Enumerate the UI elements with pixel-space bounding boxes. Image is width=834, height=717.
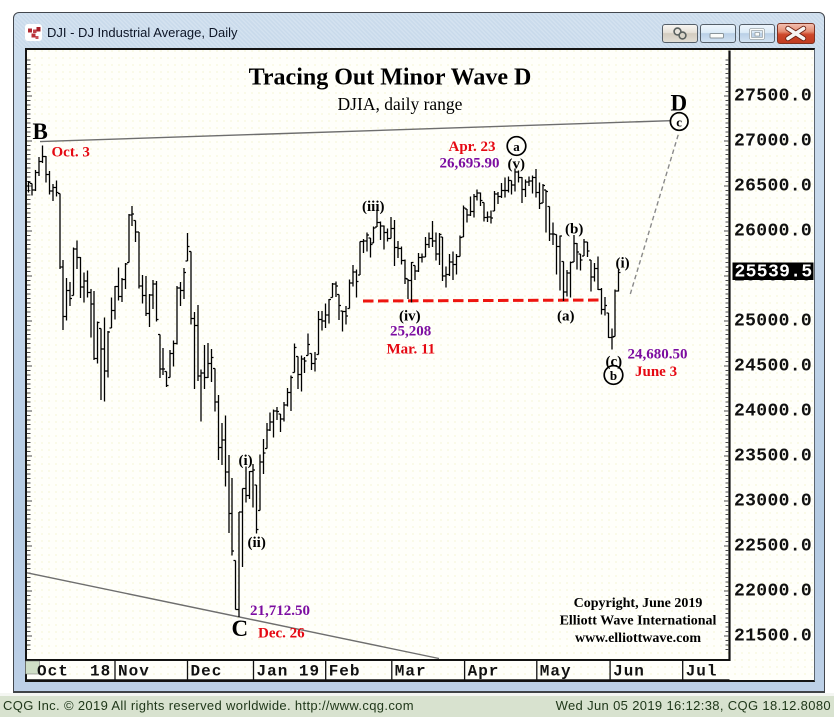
- svg-text:Jul: Jul: [686, 663, 718, 681]
- svg-text:21500.0: 21500.0: [734, 626, 812, 646]
- svg-text:Feb: Feb: [329, 663, 361, 681]
- svg-text:(iv): (iv): [399, 309, 421, 325]
- svg-text:Mar. 11: Mar. 11: [387, 342, 436, 358]
- svg-text:27000.0: 27000.0: [734, 131, 812, 151]
- svg-text:Dec. 26: Dec. 26: [258, 626, 305, 642]
- svg-text:26,695.90: 26,695.90: [440, 156, 500, 172]
- svg-text:Nov: Nov: [118, 663, 150, 681]
- svg-text:c: c: [676, 115, 682, 130]
- svg-text:24,680.50: 24,680.50: [628, 347, 688, 363]
- svg-text:26000.0: 26000.0: [734, 221, 812, 241]
- svg-text:27500.0: 27500.0: [734, 86, 812, 106]
- svg-text:Jan 19: Jan 19: [257, 663, 321, 681]
- svg-text:23500.0: 23500.0: [734, 446, 812, 466]
- svg-text:Elliott Wave International: Elliott Wave International: [560, 614, 717, 629]
- svg-text:26500.0: 26500.0: [734, 176, 812, 196]
- svg-text:D: D: [671, 91, 688, 116]
- svg-text:Apr: Apr: [468, 663, 500, 681]
- svg-text:a: a: [513, 139, 520, 154]
- svg-text:24500.0: 24500.0: [734, 356, 812, 376]
- svg-text:22500.0: 22500.0: [734, 536, 812, 556]
- svg-text:C: C: [232, 616, 249, 641]
- svg-text:Oct 18: Oct 18: [37, 663, 111, 681]
- svg-text:DJIA, daily range: DJIA, daily range: [338, 94, 463, 114]
- svg-text:Mar: Mar: [395, 663, 427, 681]
- svg-text:June 3: June 3: [635, 364, 677, 380]
- svg-text:21,712.50: 21,712.50: [250, 603, 310, 619]
- svg-text:www.elliottwave.com: www.elliottwave.com: [575, 631, 701, 646]
- svg-text:(b): (b): [565, 222, 583, 238]
- svg-text:(i): (i): [239, 453, 253, 469]
- svg-text:B: B: [33, 119, 48, 144]
- svg-text:Copyright, June 2019: Copyright, June 2019: [574, 596, 703, 611]
- svg-text:Tracing Out Minor Wave D: Tracing Out Minor Wave D: [249, 65, 532, 91]
- svg-text:b: b: [610, 368, 617, 383]
- svg-text:25,208: 25,208: [390, 324, 431, 340]
- svg-text:25539.5: 25539.5: [735, 263, 813, 283]
- svg-text:Dec: Dec: [191, 663, 223, 681]
- svg-text:Apr. 23: Apr. 23: [449, 139, 496, 155]
- svg-text:22000.0: 22000.0: [734, 581, 812, 601]
- svg-text:May: May: [540, 663, 572, 681]
- svg-text:(i): (i): [616, 256, 630, 272]
- svg-text:(iii): (iii): [362, 199, 385, 215]
- svg-text:(a): (a): [557, 309, 575, 325]
- svg-text:23000.0: 23000.0: [734, 491, 812, 511]
- svg-text:Jun: Jun: [613, 663, 645, 681]
- svg-text:25000.0: 25000.0: [734, 311, 812, 331]
- svg-text:24000.0: 24000.0: [734, 401, 812, 421]
- svg-text:Oct. 3: Oct. 3: [52, 145, 90, 161]
- svg-text:(ii): (ii): [248, 535, 266, 551]
- svg-text:(v): (v): [508, 157, 526, 173]
